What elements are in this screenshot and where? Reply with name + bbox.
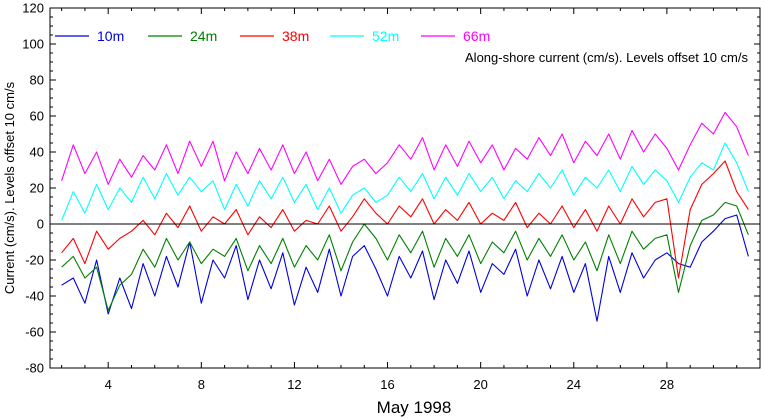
legend-label-24m: 24m <box>190 28 217 44</box>
y-tick-label: -40 <box>25 289 44 304</box>
series-line-38m <box>61 160 749 279</box>
x-tick-label: 4 <box>105 377 112 392</box>
y-axis: -80 -60 -40 -20 0 20 40 60 80 100 120 <box>22 1 760 376</box>
legend-label-66m: 66m <box>463 28 490 44</box>
y-tick-label: 0 <box>37 217 44 232</box>
x-tick-label: 16 <box>380 377 394 392</box>
series-line-24m <box>61 201 749 311</box>
y-tick-label: -60 <box>25 325 44 340</box>
x-tick-label: 8 <box>198 377 205 392</box>
x-axis: 4 8 12 16 20 24 28 <box>61 8 761 392</box>
y-tick-label: 40 <box>30 145 44 160</box>
x-tick-label: 12 <box>287 377 301 392</box>
legend-label-52m: 52m <box>372 28 399 44</box>
y-tick-label: 60 <box>30 109 44 124</box>
y-axis-label: Current (cm/s). Levels offset 10 cm/s <box>2 81 17 294</box>
x-tick-label: 20 <box>473 377 487 392</box>
series-line-52m <box>61 142 749 221</box>
x-axis-label: May 1998 <box>377 398 452 417</box>
x-tick-label: 28 <box>660 377 674 392</box>
y-tick-label: -20 <box>25 253 44 268</box>
series-lines <box>61 111 749 322</box>
y-tick-label: 80 <box>30 73 44 88</box>
y-tick-label: 20 <box>30 181 44 196</box>
legend-label-38m: 38m <box>282 28 309 44</box>
y-tick-label: 120 <box>22 1 44 16</box>
x-tick-label: 24 <box>567 377 581 392</box>
series-line-66m <box>61 111 749 185</box>
y-tick-label: 100 <box>22 37 44 52</box>
y-tick-label: -80 <box>25 361 44 376</box>
series-line-10m <box>61 214 749 322</box>
chart-annotation: Along-shore current (cm/s). Levels offse… <box>465 50 748 65</box>
legend-label-10m: 10m <box>97 28 124 44</box>
legend: 10m 24m 38m 52m 66m <box>55 28 490 44</box>
